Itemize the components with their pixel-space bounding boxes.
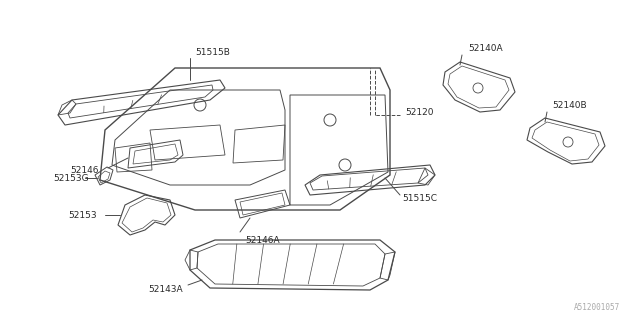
Text: 52143A: 52143A xyxy=(148,285,182,294)
Text: 52146: 52146 xyxy=(70,165,99,174)
Text: 52146A: 52146A xyxy=(245,236,280,244)
Text: 52140A: 52140A xyxy=(468,44,502,52)
Text: 52140B: 52140B xyxy=(552,100,587,109)
Text: 52153: 52153 xyxy=(68,211,97,220)
Text: 51515B: 51515B xyxy=(195,47,230,57)
Text: 52120: 52120 xyxy=(405,108,433,116)
Text: 51515C: 51515C xyxy=(402,194,437,203)
Text: A512001057: A512001057 xyxy=(573,303,620,312)
Text: 52153G: 52153G xyxy=(53,173,88,182)
